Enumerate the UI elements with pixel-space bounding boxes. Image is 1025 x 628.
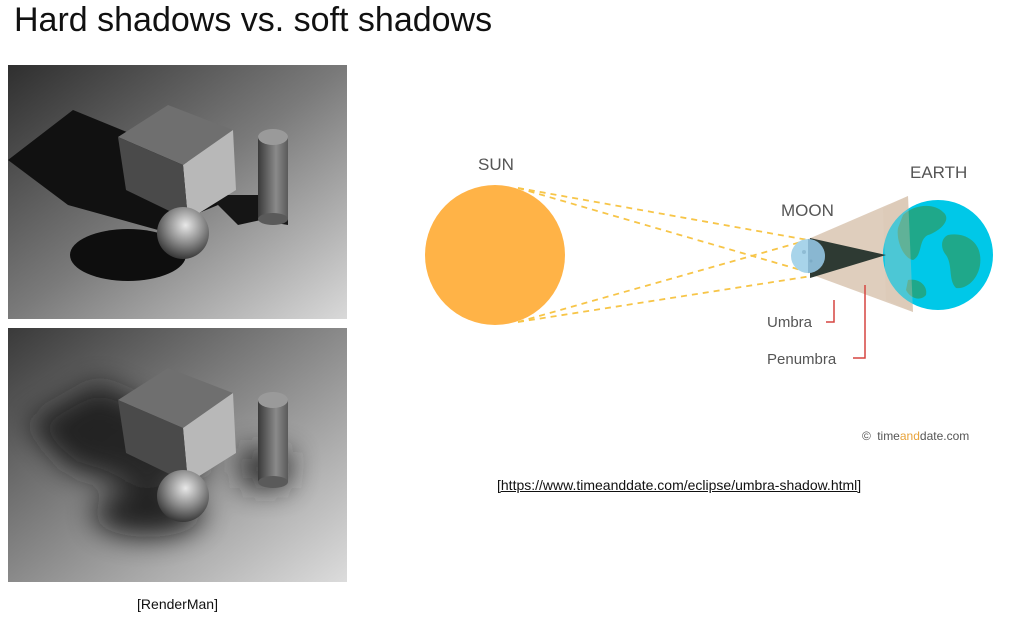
soft-shadow-render <box>8 328 347 582</box>
penumbra-pointer <box>853 285 866 359</box>
credit-part1: time <box>877 429 900 443</box>
umbra-shape <box>810 238 886 278</box>
eclipse-diagram: SUN MOON EARTH Umbra Penumbra © timeandd… <box>408 140 1008 460</box>
penumbra-label: Penumbra <box>767 351 837 368</box>
source-url-link[interactable]: [https://www.timeanddate.com/eclipse/umb… <box>497 477 862 493</box>
credit-part2: and <box>900 429 920 443</box>
left-caption: [RenderMan] <box>137 596 218 612</box>
penumbra-overlay <box>883 196 913 312</box>
earth-shape <box>883 200 993 310</box>
copyright-symbol: © <box>862 429 871 443</box>
hard-shadow-render <box>8 65 347 319</box>
sun-shape <box>425 185 565 325</box>
slide-title: Hard shadows vs. soft shadows <box>14 1 493 39</box>
earth-label: EARTH <box>910 163 967 182</box>
sun-label: SUN <box>478 155 514 174</box>
credit-part3: date.com <box>920 429 969 443</box>
umbra-label: Umbra <box>767 314 813 331</box>
umbra-pointer <box>826 300 835 323</box>
credit-text: © timeanddate.com <box>862 429 969 443</box>
moon-label: MOON <box>781 201 834 220</box>
sun-rays <box>517 187 819 323</box>
